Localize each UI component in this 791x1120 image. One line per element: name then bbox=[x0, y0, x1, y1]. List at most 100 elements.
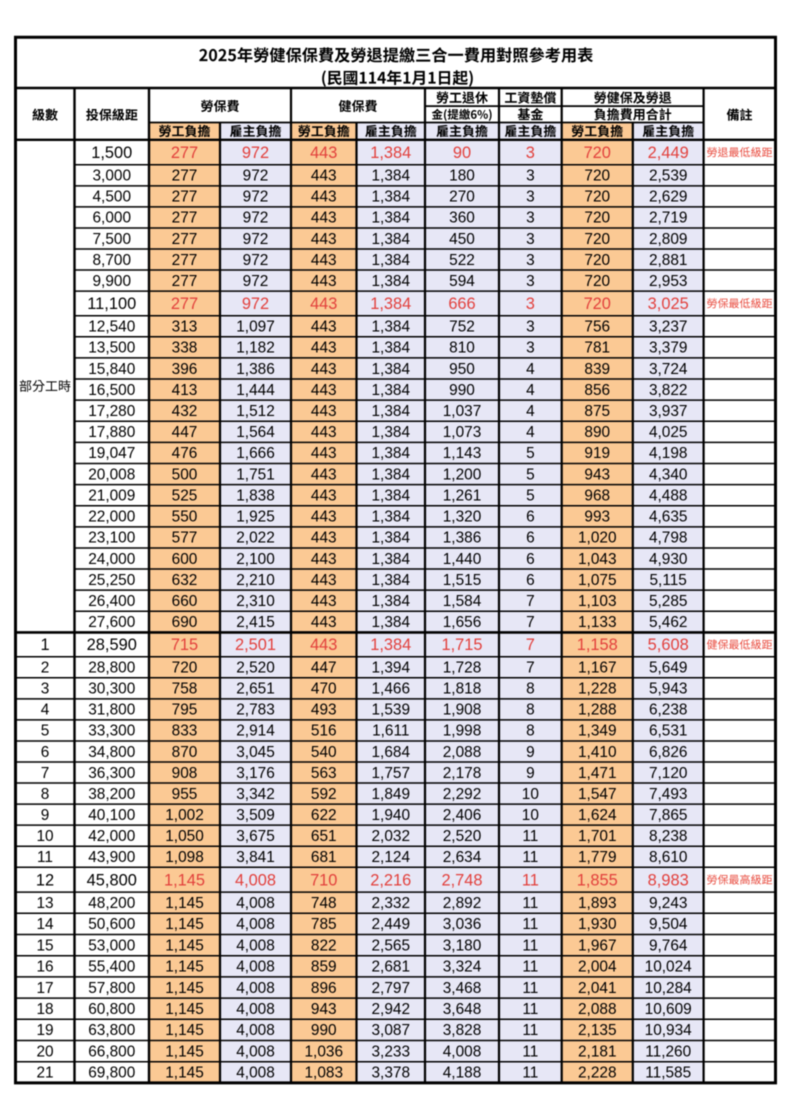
svg-text:1,073: 1,073 bbox=[443, 424, 482, 441]
svg-text:1,097: 1,097 bbox=[236, 319, 275, 336]
svg-text:681: 681 bbox=[311, 849, 337, 866]
svg-text:7: 7 bbox=[526, 614, 535, 631]
svg-text:2,216: 2,216 bbox=[370, 871, 411, 889]
svg-text:1,384: 1,384 bbox=[371, 572, 410, 589]
svg-text:270: 270 bbox=[449, 189, 475, 206]
svg-text:1,384: 1,384 bbox=[370, 144, 411, 162]
svg-text:396: 396 bbox=[172, 361, 198, 378]
svg-text:16: 16 bbox=[36, 959, 53, 976]
svg-text:277: 277 bbox=[172, 210, 198, 227]
svg-text:11: 11 bbox=[522, 871, 539, 889]
svg-text:11: 11 bbox=[522, 1022, 538, 1039]
svg-text:3,237: 3,237 bbox=[649, 319, 688, 336]
svg-text:1,036: 1,036 bbox=[304, 1043, 343, 1060]
svg-text:1,384: 1,384 bbox=[371, 509, 410, 526]
svg-text:955: 955 bbox=[172, 786, 198, 803]
svg-text:4,008: 4,008 bbox=[236, 1001, 275, 1018]
svg-text:3,233: 3,233 bbox=[371, 1043, 410, 1060]
svg-text:2,501: 2,501 bbox=[235, 636, 276, 654]
svg-text:968: 968 bbox=[584, 488, 610, 505]
svg-text:540: 540 bbox=[311, 744, 337, 761]
svg-text:8: 8 bbox=[526, 702, 535, 719]
svg-text:3,025: 3,025 bbox=[648, 295, 689, 313]
svg-text:3,000: 3,000 bbox=[92, 168, 131, 185]
svg-text:3: 3 bbox=[526, 231, 535, 248]
svg-text:7: 7 bbox=[526, 593, 535, 610]
svg-text:1,701: 1,701 bbox=[578, 828, 617, 845]
svg-text:1,167: 1,167 bbox=[578, 660, 617, 677]
svg-text:9: 9 bbox=[41, 807, 50, 824]
svg-text:3: 3 bbox=[526, 273, 535, 290]
svg-text:4: 4 bbox=[526, 424, 535, 441]
svg-text:2,797: 2,797 bbox=[371, 980, 410, 997]
svg-text:19: 19 bbox=[36, 1022, 53, 1039]
svg-text:1,098: 1,098 bbox=[165, 849, 204, 866]
svg-text:2,651: 2,651 bbox=[236, 681, 275, 698]
svg-text:476: 476 bbox=[172, 445, 198, 462]
svg-text:5,115: 5,115 bbox=[650, 572, 687, 589]
svg-text:443: 443 bbox=[311, 530, 337, 547]
svg-text:2,914: 2,914 bbox=[236, 723, 275, 740]
svg-text:7,865: 7,865 bbox=[649, 807, 688, 824]
svg-text:594: 594 bbox=[449, 273, 475, 290]
svg-text:516: 516 bbox=[311, 723, 337, 740]
svg-text:1,384: 1,384 bbox=[371, 593, 410, 610]
svg-text:2,449: 2,449 bbox=[371, 916, 410, 933]
svg-text:443: 443 bbox=[311, 551, 337, 568]
svg-text:5: 5 bbox=[526, 466, 535, 483]
svg-text:36,300: 36,300 bbox=[88, 765, 135, 782]
svg-text:993: 993 bbox=[584, 509, 610, 526]
svg-text:3: 3 bbox=[526, 144, 535, 162]
svg-text:19,047: 19,047 bbox=[88, 445, 135, 462]
svg-text:833: 833 bbox=[172, 723, 198, 740]
svg-text:3: 3 bbox=[526, 295, 535, 313]
svg-text:443: 443 bbox=[311, 424, 337, 441]
svg-text:2,041: 2,041 bbox=[578, 980, 617, 997]
svg-text:1,145: 1,145 bbox=[165, 1022, 204, 1039]
svg-text:11: 11 bbox=[522, 1043, 538, 1060]
svg-text:756: 756 bbox=[584, 319, 610, 336]
svg-text:1,200: 1,200 bbox=[443, 466, 482, 483]
svg-text:4,188: 4,188 bbox=[443, 1065, 482, 1082]
svg-text:3,180: 3,180 bbox=[443, 937, 482, 954]
svg-text:1,384: 1,384 bbox=[371, 273, 410, 290]
svg-text:55,400: 55,400 bbox=[88, 959, 135, 976]
svg-text:9,900: 9,900 bbox=[92, 273, 131, 290]
svg-text:1,925: 1,925 bbox=[236, 509, 275, 526]
svg-text:950: 950 bbox=[449, 361, 475, 378]
svg-text:1,182: 1,182 bbox=[236, 340, 275, 357]
svg-text:1,512: 1,512 bbox=[236, 403, 275, 420]
svg-text:6: 6 bbox=[41, 744, 50, 761]
svg-text:563: 563 bbox=[311, 765, 337, 782]
svg-text:13: 13 bbox=[36, 895, 53, 912]
svg-text:9,764: 9,764 bbox=[649, 937, 688, 954]
svg-text:10,934: 10,934 bbox=[645, 1022, 693, 1039]
svg-text:2,565: 2,565 bbox=[371, 937, 410, 954]
svg-text:4,008: 4,008 bbox=[236, 1022, 275, 1039]
svg-text:4,930: 4,930 bbox=[649, 551, 688, 568]
svg-text:720: 720 bbox=[584, 295, 611, 313]
svg-text:1,440: 1,440 bbox=[443, 551, 482, 568]
svg-text:1,384: 1,384 bbox=[371, 252, 410, 269]
svg-text:360: 360 bbox=[449, 210, 475, 227]
svg-text:90: 90 bbox=[453, 144, 471, 162]
svg-text:1,050: 1,050 bbox=[165, 828, 204, 845]
svg-text:5,649: 5,649 bbox=[649, 660, 688, 677]
svg-text:2,178: 2,178 bbox=[443, 765, 482, 782]
svg-text:11: 11 bbox=[522, 828, 538, 845]
svg-text:5: 5 bbox=[41, 723, 50, 740]
svg-text:11: 11 bbox=[522, 959, 538, 976]
svg-text:1,384: 1,384 bbox=[371, 319, 410, 336]
svg-text:443: 443 bbox=[311, 273, 337, 290]
svg-text:443: 443 bbox=[311, 189, 337, 206]
svg-text:12: 12 bbox=[36, 871, 54, 889]
svg-text:17,280: 17,280 bbox=[88, 403, 135, 420]
svg-text:1,143: 1,143 bbox=[443, 445, 482, 462]
svg-text:972: 972 bbox=[243, 273, 269, 290]
svg-text:443: 443 bbox=[311, 382, 337, 399]
svg-text:443: 443 bbox=[311, 361, 337, 378]
svg-text:2,748: 2,748 bbox=[441, 871, 482, 889]
svg-text:822: 822 bbox=[311, 937, 337, 954]
svg-text:1,384: 1,384 bbox=[371, 445, 410, 462]
svg-text:443: 443 bbox=[311, 572, 337, 589]
